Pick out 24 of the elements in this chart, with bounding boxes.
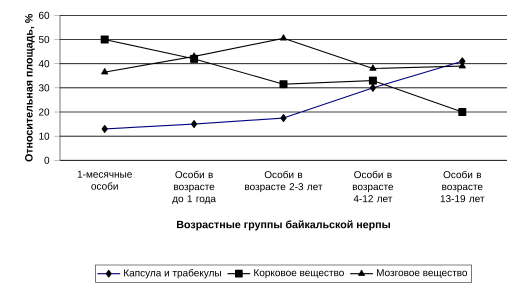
y-tick-label: 0 — [44, 156, 50, 164]
x-tick-label: Особи в возрасте 13-19 лет — [440, 170, 484, 202]
y-tick-label: 10 — [39, 132, 50, 140]
x-axis-title: Возрастные группы байкальской нерпы — [176, 220, 390, 230]
point — [280, 34, 288, 41]
y-tick-label: 30 — [38, 84, 50, 92]
point — [279, 80, 288, 88]
y-axis-title: Относительная площадь, % — [25, 14, 35, 162]
legend-label: Капсула и трабекулы — [124, 268, 221, 278]
y-tick-label: 40 — [38, 60, 50, 68]
y-tick-label: 20 — [38, 108, 50, 116]
point — [369, 64, 376, 71]
legend-label: Корковое вещество — [254, 269, 344, 278]
point — [100, 36, 109, 44]
x-tick-label: Особи в возрасте до 1 года — [172, 170, 216, 204]
y-tick-label: 60 — [38, 12, 50, 19]
point — [458, 108, 466, 116]
point — [101, 68, 108, 74]
legend-label: Мозговое вещество — [376, 269, 468, 278]
x-tick-label: 1-месячные особи — [78, 170, 132, 190]
x-tick-label: Особи в возрасте 4-12 лет — [352, 170, 394, 202]
x-tick-label: Особи в возрасте 2-3 лет — [245, 170, 322, 192]
point — [368, 76, 377, 85]
y-tick-label: 50 — [38, 36, 50, 44]
